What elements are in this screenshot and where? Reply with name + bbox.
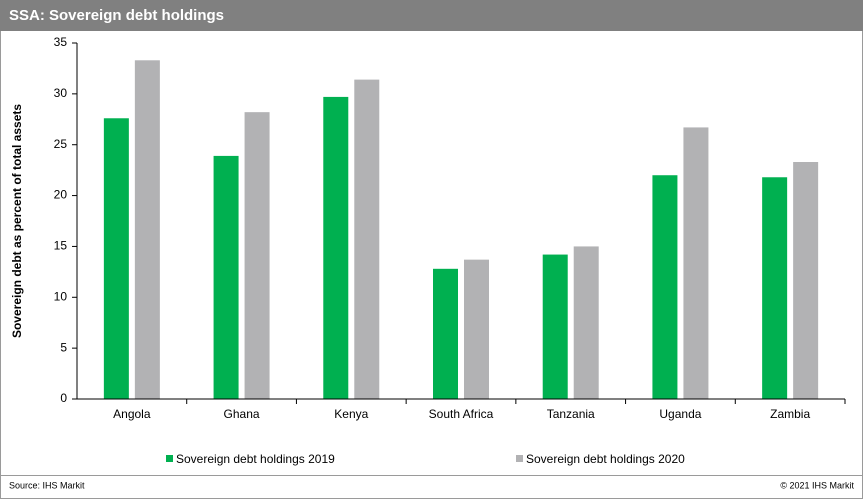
x-tick-label: Ghana: [224, 407, 260, 421]
bar: [464, 259, 489, 399]
y-tick-label: 10: [54, 289, 68, 303]
bar: [762, 177, 788, 399]
legend-label: Sovereign debt holdings 2019: [176, 452, 335, 466]
bar: [683, 127, 709, 400]
source: Source: IHS Markit: [9, 480, 85, 490]
legend-swatch: [516, 455, 523, 462]
bar: [323, 96, 349, 399]
x-tick-label: Uganda: [659, 407, 701, 421]
y-tick-label: 30: [54, 86, 68, 100]
x-tick-label: Angola: [113, 407, 151, 421]
y-tick-label: 35: [54, 35, 68, 49]
chart-title: SSA: Sovereign debt holdings: [9, 7, 224, 24]
copyright: © 2021 IHS Markit: [780, 480, 854, 490]
x-tick-label: Zambia: [770, 407, 810, 421]
y-tick-label: 20: [54, 188, 68, 202]
x-tick-label: South Africa: [429, 407, 494, 421]
bar: [134, 60, 160, 399]
y-tick-label: 5: [60, 340, 67, 354]
x-tick-label: Tanzania: [547, 407, 595, 421]
title-bar: [0, 0, 863, 31]
x-tick-label: Kenya: [334, 407, 368, 421]
bar: [213, 155, 239, 399]
legend-label: Sovereign debt holdings 2020: [526, 452, 685, 466]
legend-swatch: [166, 455, 173, 462]
bar: [103, 118, 129, 400]
bar: [244, 112, 270, 399]
bar: [542, 254, 568, 399]
y-tick-label: 15: [54, 239, 68, 253]
y-tick-label: 25: [54, 137, 68, 151]
bar: [652, 175, 678, 399]
bar: [354, 79, 380, 400]
bar: [793, 162, 819, 399]
bar: [573, 246, 599, 399]
y-axis-label: Sovereign debt as percent of total asset…: [10, 104, 24, 338]
bar: [433, 268, 458, 399]
y-tick-label: 0: [60, 391, 67, 405]
